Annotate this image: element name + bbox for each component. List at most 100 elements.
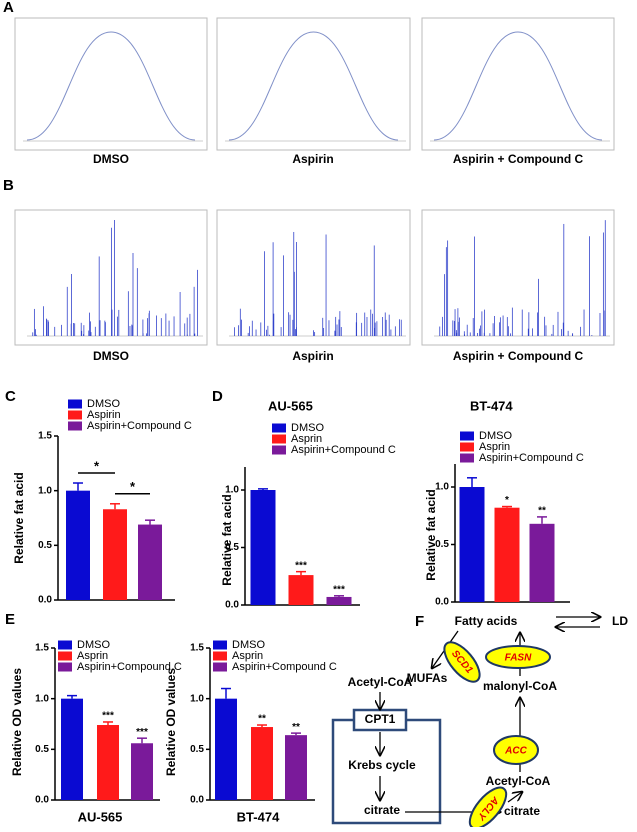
y-tick-label: 1.0 [190,693,204,704]
y-tick-label: 1.0 [435,482,449,493]
y-tick-label: 0.5 [435,539,449,550]
significance: *** [102,711,114,722]
legend-swatch [68,421,82,431]
node: Krebs cycle [348,758,416,772]
legend-label: DMSO [77,639,110,651]
bar [529,523,555,602]
node: CPT1 [365,712,396,726]
legend-label: Aspirin+Compound C [77,661,182,673]
bar [215,698,237,800]
significance: ** [538,506,546,517]
legend-swatch [460,431,474,441]
bar [66,490,90,600]
panel-label: A [3,0,14,16]
panel-label: F [415,613,424,630]
y-tick-label: 0.0 [435,597,449,608]
y-tick-label: 1.5 [190,643,204,654]
bar [131,743,153,800]
y-tick-label: 1.0 [38,485,52,496]
node: MUFAs [407,671,448,685]
legend-label: DMSO [232,639,265,651]
legend-swatch [68,399,82,409]
significance: *** [333,584,345,595]
node: LD [612,614,628,628]
y-tick-label: 0.5 [38,540,52,551]
arrow [507,792,522,803]
legend-swatch [272,423,286,433]
bar [459,487,485,602]
y-tick-label: 0.0 [190,795,204,806]
legend-label: Aspirin+Compound C [291,444,396,456]
y-tick-label: 0.0 [38,595,52,606]
bar [251,727,273,800]
spectrum-curve [433,31,603,141]
y-tick-label: 1.5 [38,431,52,442]
legend-swatch [213,640,227,650]
node: citrate [364,803,400,817]
node: Fatty acids [455,614,518,628]
legend-swatch [460,453,474,463]
y-axis-label: Relative OD values [10,668,24,776]
node: Acetyl-CoA [348,675,413,689]
significance: ** [258,714,266,725]
enzyme-label: FASN [505,653,532,664]
spectrum-frame [216,17,411,151]
legend-swatch [58,662,72,672]
enzyme-shape [493,735,539,765]
chart-title: BT-474 [470,398,513,413]
legend-label: Aspirin [87,409,121,421]
legend-label: Asprin [291,433,322,445]
node: citrate [504,804,540,818]
significance: *** [295,560,307,571]
legend-swatch [213,651,227,661]
panel-label: D [212,388,223,405]
legend-swatch [213,662,227,672]
legend-label: Aspirin+Compound C [479,452,584,464]
y-tick-label: 0.0 [35,795,49,806]
caption: Aspirin [292,152,333,166]
significance: ** [292,722,300,733]
significance: * [505,495,509,506]
caption: Aspirin + Compound C [453,152,584,166]
legend-label: Asprin [232,650,263,662]
y-axis-label: Relative fat acid [424,489,438,580]
legend-label: DMSO [479,430,512,442]
spectrum-frame [421,17,615,151]
y-axis-label: Relative fat acid [12,472,26,563]
y-tick-label: 0.5 [190,744,204,755]
y-axis-label: Relative OD values [164,668,178,776]
panel-label: C [5,388,16,405]
caption: Aspirin [292,349,333,363]
y-tick-label: 0.0 [225,600,239,611]
y-tick-label: 1.0 [225,485,239,496]
legend-swatch [58,640,72,650]
bar [288,575,314,605]
x-axis-label: BT-474 [237,809,280,824]
chart-title: AU-565 [268,398,313,413]
legend-label: Aspirin+Compound C [87,420,192,432]
legend-swatch [272,434,286,444]
node: malonyl-CoA [483,679,557,693]
node: Acetyl-CoA [486,774,551,788]
legend-swatch [58,651,72,661]
significance: * [130,479,136,494]
legend-label: DMSO [87,398,120,410]
y-tick-label: 1.5 [35,643,49,654]
spectrum-frame [421,209,615,346]
panel-label: B [3,177,14,194]
legend-swatch [272,445,286,455]
bar [97,725,119,800]
spectrum-curve [26,31,196,141]
significance: * [94,458,100,473]
caption: Aspirin + Compound C [453,349,584,363]
pathway-diagram: Fatty acids LD MUFAs malonyl-CoA Acetyl-… [331,614,628,830]
panel-label: E [5,611,15,628]
y-tick-label: 1.0 [35,693,49,704]
spectrum-frame [14,17,208,151]
spectrum-frame [216,209,411,346]
bar [285,735,307,800]
enzyme-shape [485,645,551,669]
y-tick-label: 0.5 [225,542,239,553]
enzyme-label: ACC [504,746,527,757]
